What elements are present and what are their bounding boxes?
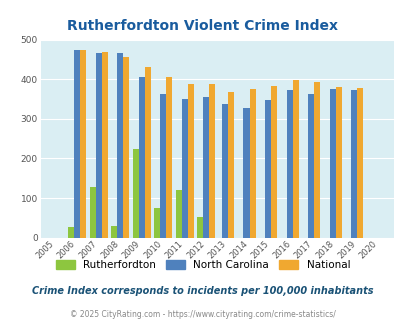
Bar — [197, 216, 203, 238]
Bar — [154, 208, 160, 238]
Bar — [329, 89, 335, 238]
Bar — [111, 226, 117, 238]
Bar — [313, 82, 320, 238]
Bar — [102, 52, 108, 238]
Bar — [188, 84, 194, 238]
Bar — [203, 97, 209, 238]
Bar — [139, 77, 145, 238]
Text: Crime Index corresponds to incidents per 100,000 inhabitants: Crime Index corresponds to incidents per… — [32, 286, 373, 296]
Bar — [68, 226, 74, 238]
Bar — [292, 80, 298, 238]
Bar — [117, 53, 123, 238]
Text: Rutherfordton Violent Crime Index: Rutherfordton Violent Crime Index — [67, 19, 338, 33]
Bar — [249, 89, 255, 238]
Bar — [80, 50, 86, 238]
Bar — [335, 87, 341, 238]
Bar — [160, 94, 166, 238]
Bar — [222, 104, 228, 238]
Bar — [90, 187, 96, 238]
Bar — [228, 92, 233, 238]
Bar — [286, 90, 292, 238]
Text: © 2025 CityRating.com - https://www.cityrating.com/crime-statistics/: © 2025 CityRating.com - https://www.city… — [70, 310, 335, 319]
Bar — [123, 57, 129, 238]
Bar — [350, 90, 356, 238]
Bar — [307, 94, 313, 238]
Bar — [356, 87, 362, 238]
Bar — [132, 149, 139, 238]
Bar — [243, 108, 249, 238]
Bar — [271, 86, 276, 238]
Bar — [181, 99, 188, 238]
Bar — [74, 50, 80, 238]
Bar — [209, 84, 215, 238]
Bar — [175, 190, 181, 238]
Bar — [96, 53, 102, 238]
Bar — [145, 67, 151, 238]
Legend: Rutherfordton, North Carolina, National: Rutherfordton, North Carolina, National — [51, 256, 354, 275]
Bar — [166, 77, 172, 238]
Bar — [264, 100, 271, 238]
